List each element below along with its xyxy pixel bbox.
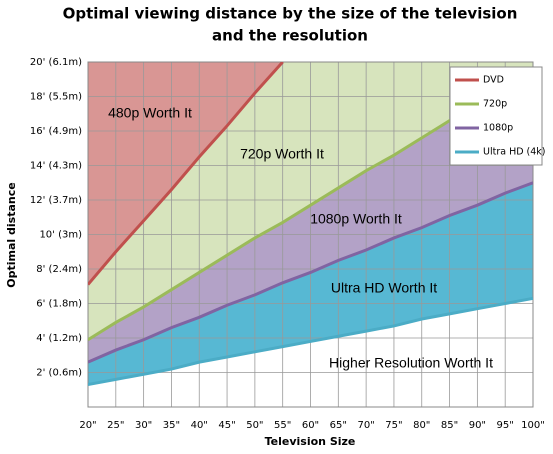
y-tick-label: 6' (1.8m) [36, 299, 82, 310]
legend-label: DVD [483, 75, 504, 86]
x-tick-label: 35" [163, 420, 180, 431]
x-tick-label: 100" [521, 420, 545, 431]
legend-label: Ultra HD (4k) [483, 147, 546, 158]
chart-title: and the resolution [212, 27, 368, 45]
series-line [88, 181, 533, 364]
x-tick-label: 90" [469, 420, 486, 431]
x-tick-label: 50" [246, 420, 263, 431]
y-tick-label: 2' (0.6m) [36, 368, 82, 379]
x-tick-label: 85" [441, 420, 458, 431]
chart-title: Optimal viewing distance by the size of … [63, 5, 518, 23]
series-line [88, 62, 284, 286]
region-label: Ultra HD Worth It [331, 280, 437, 296]
y-axis-label: Optimal distance [5, 182, 18, 287]
y-tick-label: 18' (5.5m) [30, 92, 82, 103]
x-tick-label: 55" [274, 420, 291, 431]
x-tick-label: 20" [79, 420, 96, 431]
x-tick-label: 60" [302, 420, 319, 431]
x-tick-label: 75" [385, 420, 402, 431]
x-tick-label: 40" [191, 420, 208, 431]
plot-border [87, 61, 534, 408]
x-tick-label: 25" [107, 420, 124, 431]
legend-box [449, 66, 543, 166]
series-line [88, 296, 533, 387]
x-tick-label: 45" [218, 420, 235, 431]
y-tick-label: 4' (1.2m) [36, 333, 82, 344]
y-tick-label: 12' (3.7m) [30, 195, 82, 206]
region-label: 720p Worth It [240, 146, 324, 162]
y-tick-label: 8' (2.4m) [36, 264, 82, 275]
x-tick-label: 30" [135, 420, 152, 431]
region-label: Higher Resolution Worth It [329, 355, 493, 371]
legend-label: 720p [483, 99, 507, 110]
y-tick-label: 16' (4.9m) [30, 126, 82, 137]
x-tick-label: 80" [413, 420, 430, 431]
x-tick-label: 65" [330, 420, 347, 431]
y-tick-label: 14' (4.3m) [30, 161, 82, 172]
region-label: 480p Worth It [108, 105, 192, 121]
x-axis-label: Television Size [265, 435, 356, 448]
y-tick-label: 10' (3m) [39, 230, 82, 241]
y-tick-label: 20' (6.1m) [30, 57, 82, 68]
region-label: 1080p Worth It [310, 211, 402, 227]
legend-label: 1080p [483, 123, 513, 134]
x-tick-label: 70" [357, 420, 374, 431]
x-tick-label: 95" [497, 420, 514, 431]
